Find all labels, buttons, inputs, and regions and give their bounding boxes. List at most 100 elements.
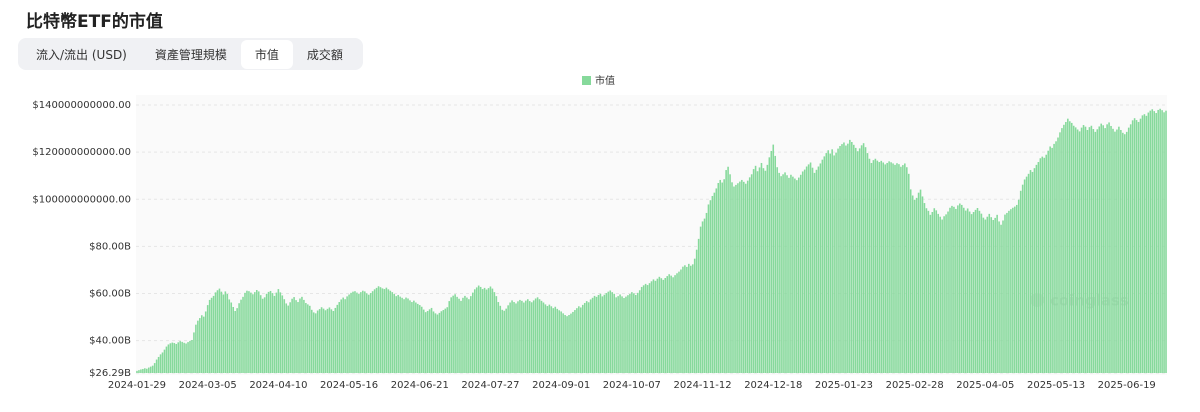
bar	[636, 292, 639, 373]
bar	[499, 305, 502, 373]
bar	[377, 286, 380, 373]
bar	[746, 180, 749, 373]
bar	[878, 162, 881, 373]
bar	[949, 207, 951, 373]
bar	[819, 163, 822, 373]
bar	[1031, 171, 1034, 373]
y-tick-label: $80.00B	[89, 241, 131, 252]
bar	[780, 176, 782, 373]
bar	[615, 297, 617, 373]
bar	[986, 216, 989, 373]
bar	[960, 204, 963, 373]
bar	[360, 292, 362, 373]
bar	[1012, 207, 1014, 373]
bar	[739, 181, 741, 373]
bar	[210, 297, 213, 373]
bar	[161, 352, 164, 373]
x-tick-label: 2024-09-01	[532, 380, 590, 391]
bar	[823, 156, 826, 373]
tab[interactable]: 資產管理規模	[154, 47, 227, 62]
tab[interactable]: 成交額	[306, 47, 343, 62]
bar	[468, 299, 470, 373]
bar	[1147, 112, 1150, 373]
x-tick-label: 2025-04-05	[956, 380, 1014, 391]
bar	[898, 164, 900, 373]
bar	[980, 213, 983, 373]
bar	[839, 146, 841, 373]
bar	[817, 166, 820, 373]
bar	[695, 249, 698, 373]
bar	[646, 285, 649, 373]
bar	[852, 144, 855, 373]
bar	[263, 297, 266, 373]
bar	[1053, 143, 1055, 373]
bar	[631, 292, 633, 373]
bar	[674, 275, 676, 373]
bar	[691, 264, 694, 373]
bar	[609, 290, 612, 373]
bar	[792, 176, 794, 373]
bar	[642, 285, 645, 373]
bar	[682, 266, 684, 373]
bar	[348, 294, 350, 373]
bar	[475, 287, 478, 373]
bar	[352, 291, 354, 373]
tab[interactable]: 流入/流出 (USD)	[36, 47, 127, 62]
bar	[438, 312, 441, 373]
bar	[721, 182, 723, 373]
bar	[481, 289, 484, 373]
bar	[1092, 129, 1095, 373]
bar	[291, 298, 293, 373]
tab-bar: 流入/流出 (USD) 資產管理規模 市值 成交額	[18, 38, 363, 70]
bar	[530, 302, 533, 373]
bar	[892, 163, 894, 373]
bar	[972, 212, 975, 373]
bar	[597, 294, 600, 373]
bar	[966, 208, 969, 373]
bar	[1151, 109, 1154, 373]
bar	[896, 163, 898, 373]
bar	[442, 310, 445, 373]
bar	[1135, 120, 1138, 373]
bar	[1008, 210, 1010, 373]
bar	[363, 291, 366, 373]
bar	[214, 292, 217, 373]
bar	[269, 290, 272, 373]
bar	[1118, 126, 1120, 373]
y-tick-label: $60.00B	[89, 289, 131, 300]
bar	[689, 265, 692, 373]
x-tick-label: 2024-05-16	[320, 380, 378, 391]
tab[interactable]: 市值	[240, 39, 293, 69]
bar	[803, 169, 806, 373]
bar	[580, 307, 582, 373]
bar	[758, 167, 761, 373]
bar	[1041, 156, 1044, 373]
bar	[611, 292, 614, 373]
bar	[935, 210, 938, 373]
bar	[807, 164, 810, 373]
bar	[833, 155, 835, 373]
bar	[307, 304, 309, 373]
bar	[890, 162, 892, 373]
bar	[968, 211, 971, 373]
bar	[1088, 127, 1091, 373]
bar	[805, 166, 808, 373]
bar	[595, 296, 598, 373]
bar	[915, 197, 918, 373]
bar	[1010, 209, 1012, 373]
bar	[479, 286, 482, 373]
bar	[587, 302, 590, 373]
bar	[379, 287, 382, 373]
bar	[874, 158, 877, 373]
page-title: 比特幣ETF的市值	[26, 12, 163, 32]
bar	[900, 166, 902, 373]
bar	[872, 160, 875, 373]
bar	[149, 366, 152, 373]
bar	[568, 314, 570, 373]
bar	[829, 153, 831, 373]
bar	[1065, 121, 1067, 373]
bar	[173, 343, 176, 373]
bar	[964, 210, 967, 373]
bar	[204, 311, 207, 373]
bar	[375, 287, 378, 373]
